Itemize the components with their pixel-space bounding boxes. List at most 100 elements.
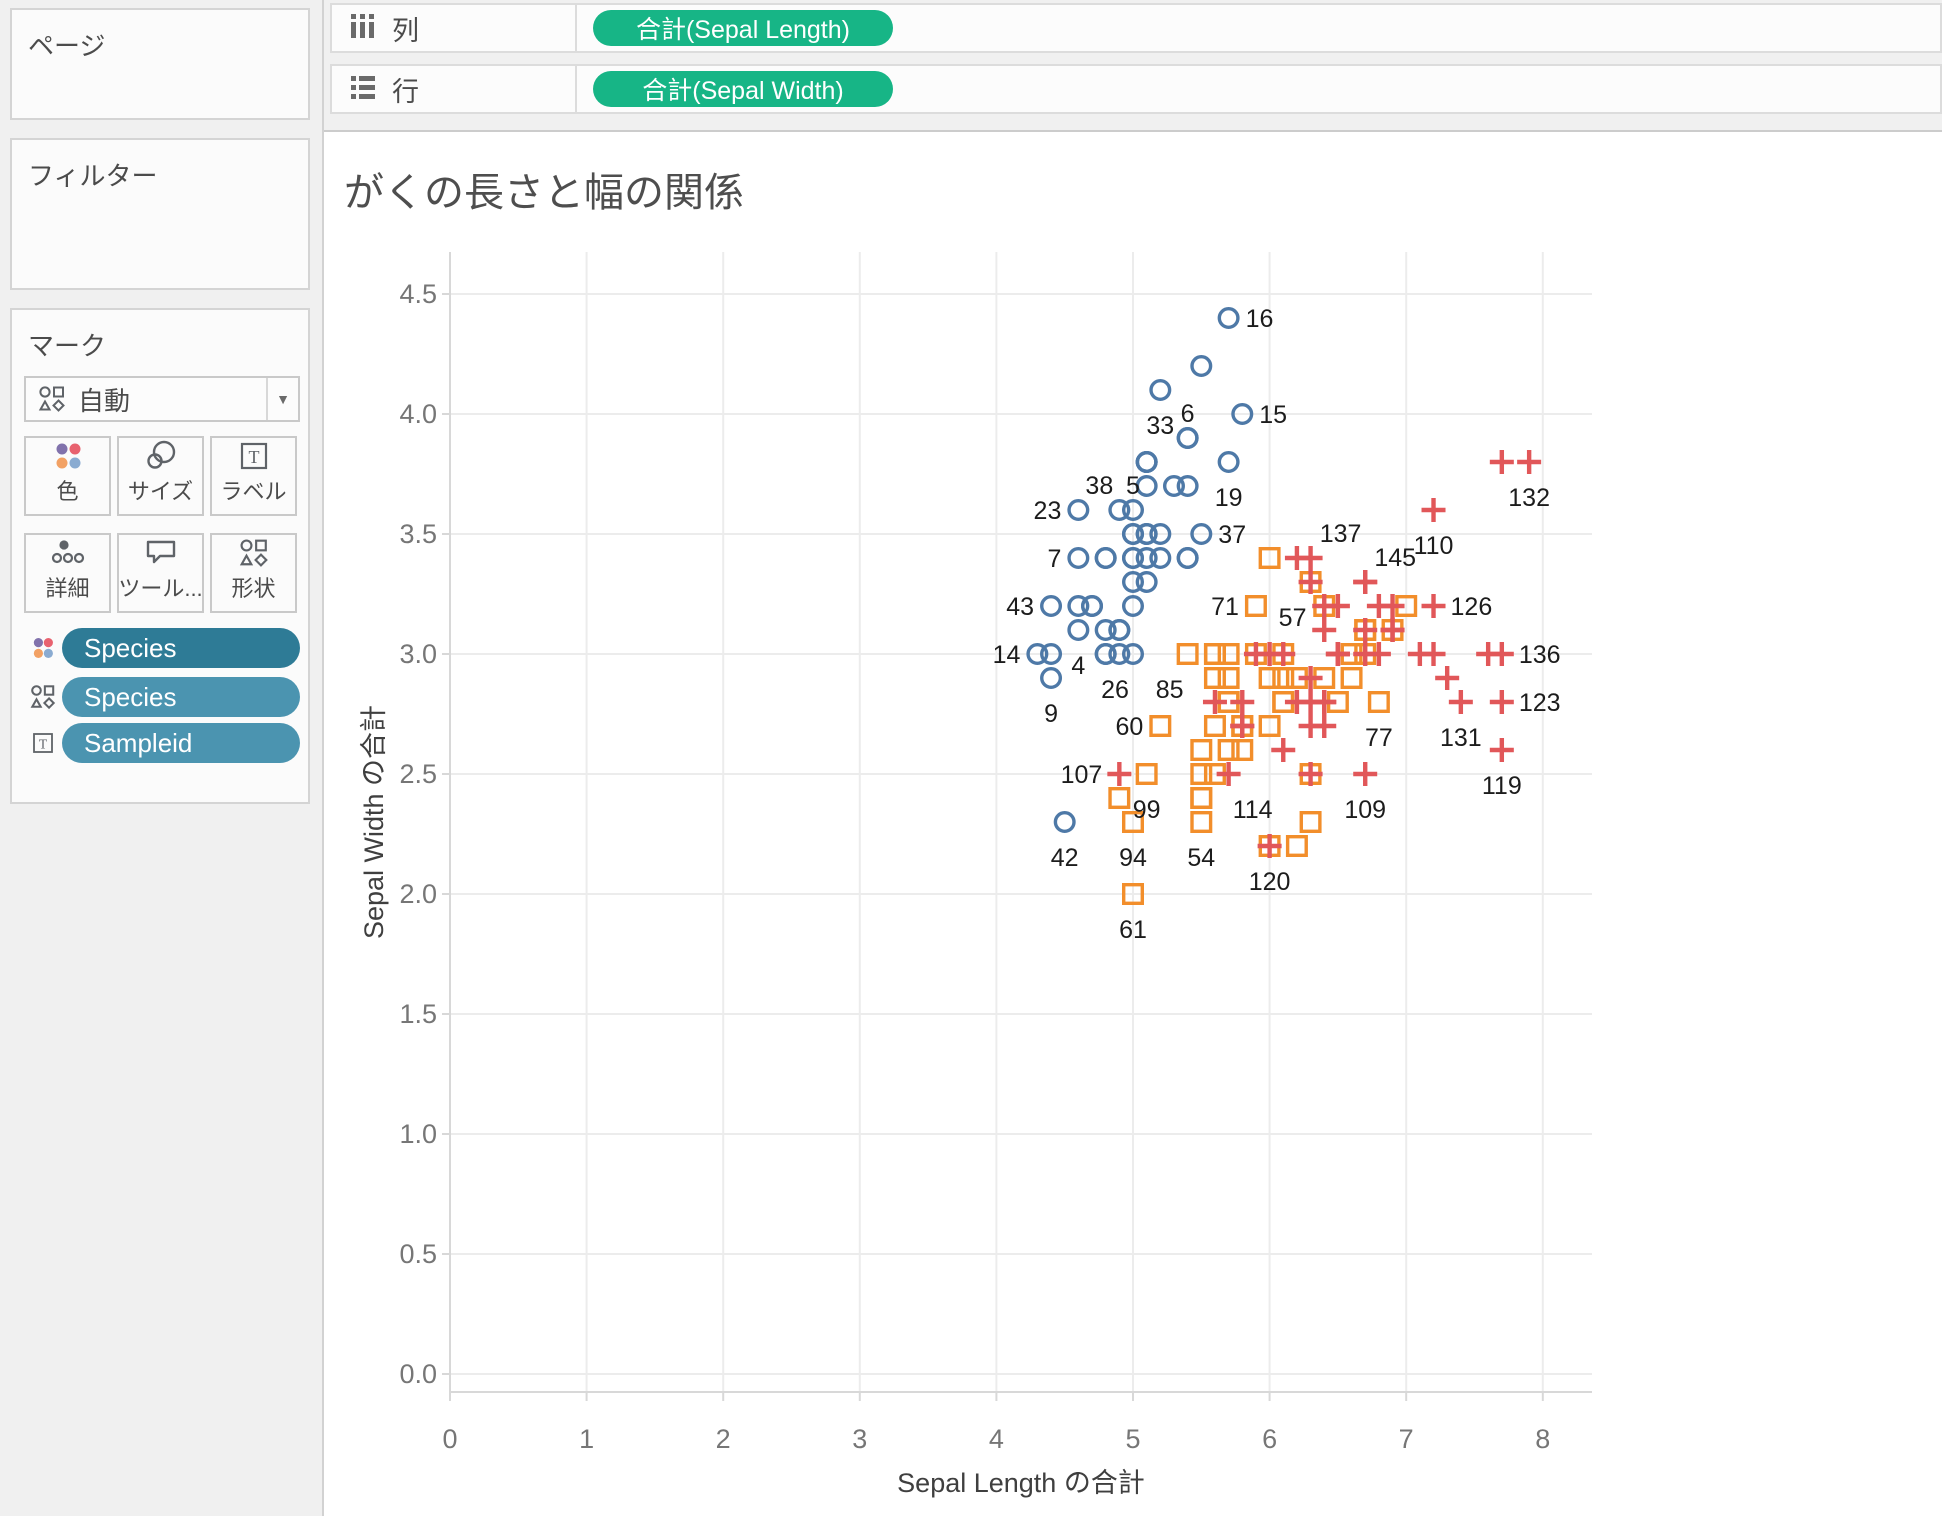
- scatter-mark-134[interactable]: [1298, 690, 1323, 714]
- scatter-mark-36[interactable]: [1121, 595, 1144, 618]
- scatter-mark-44[interactable]: [1121, 523, 1144, 546]
- scatter-mark-116[interactable]: [1312, 594, 1337, 618]
- color-button[interactable]: 色: [24, 436, 111, 516]
- scatter-mark-5[interactable]: [1121, 499, 1144, 522]
- scatter-mark-88[interactable]: [1299, 811, 1322, 834]
- scatter-mark-119[interactable]: [1489, 738, 1514, 762]
- scatter-mark-126[interactable]: [1421, 594, 1446, 618]
- scatter-mark-80[interactable]: [1217, 739, 1240, 762]
- scatter-mark-82[interactable]: [1190, 787, 1213, 810]
- scatter-mark-110[interactable]: [1421, 498, 1446, 522]
- color-icon[interactable]: [24, 635, 62, 661]
- scatter-mark-37[interactable]: [1190, 523, 1213, 546]
- scatter-mark-114[interactable]: [1216, 762, 1241, 786]
- scatter-mark-84[interactable]: [1258, 715, 1281, 738]
- scatter-mark-108[interactable]: [1435, 666, 1460, 690]
- rows-shelf[interactable]: 行 合計(Sepal Width): [330, 64, 1942, 114]
- filters-shelf-card[interactable]: フィルター: [10, 138, 310, 290]
- scatter-mark-150[interactable]: [1243, 642, 1268, 666]
- scatter-mark-16[interactable]: [1217, 307, 1240, 330]
- scatter-mark-26[interactable]: [1121, 643, 1144, 666]
- scatter-mark-48[interactable]: [1067, 595, 1090, 618]
- pages-shelf-card[interactable]: ページ: [10, 8, 310, 120]
- tooltip-button[interactable]: ツール...: [117, 533, 204, 613]
- scatter-mark-96[interactable]: [1217, 643, 1240, 666]
- scatter-mark-145[interactable]: [1353, 570, 1378, 594]
- scatter-mark-9[interactable]: [1040, 667, 1063, 690]
- scatter-mark-146[interactable]: [1353, 642, 1378, 666]
- scatter-mark-107[interactable]: [1107, 762, 1132, 786]
- scatter-mark-142[interactable]: [1380, 618, 1405, 642]
- scatter-mark-54[interactable]: [1190, 811, 1213, 834]
- scatter-mark-28[interactable]: [1149, 523, 1172, 546]
- shape-button[interactable]: 形状: [210, 533, 297, 613]
- scatter-mark-65[interactable]: [1203, 667, 1226, 690]
- scatter-mark-120[interactable]: [1257, 834, 1282, 858]
- scatter-mark-11[interactable]: [1176, 475, 1199, 498]
- scatter-mark-86[interactable]: [1258, 547, 1281, 570]
- scatter-mark-141[interactable]: [1353, 618, 1378, 642]
- scatter-mark-101[interactable]: [1298, 570, 1323, 594]
- scatter-mark-143[interactable]: [1230, 714, 1255, 738]
- scatter-mark-38[interactable]: [1108, 499, 1131, 522]
- scatter-mark-32[interactable]: [1176, 547, 1199, 570]
- columns-pill[interactable]: 合計(Sepal Length): [593, 10, 893, 46]
- scatter-mark-4[interactable]: [1067, 619, 1090, 642]
- scatter-mark-138[interactable]: [1312, 618, 1337, 642]
- scatter-mark-95[interactable]: [1203, 715, 1226, 738]
- chevron-down-icon[interactable]: ▼: [266, 378, 298, 420]
- scatter-mark-15[interactable]: [1231, 403, 1254, 426]
- scatter-mark-7[interactable]: [1067, 547, 1090, 570]
- scatter-mark-124[interactable]: [1298, 714, 1323, 738]
- scatter-mark-23[interactable]: [1067, 499, 1090, 522]
- scatter-mark-148[interactable]: [1325, 642, 1350, 666]
- detail-button[interactable]: 詳細: [24, 533, 111, 613]
- scatter-mark-27[interactable]: [1121, 547, 1144, 570]
- scatter-mark-136[interactable]: [1489, 642, 1514, 666]
- scatter-mark-93[interactable]: [1231, 739, 1254, 762]
- scatter-mark-40[interactable]: [1135, 547, 1158, 570]
- scatter-mark-14[interactable]: [1026, 643, 1049, 666]
- scatter-mark-149[interactable]: [1284, 546, 1309, 570]
- size-button[interactable]: サイズ: [117, 436, 204, 516]
- scatter-mark-46[interactable]: [1094, 643, 1117, 666]
- scatter-mark-42[interactable]: [1053, 811, 1076, 834]
- scatter-mark-104[interactable]: [1298, 666, 1323, 690]
- scatter-mark-43[interactable]: [1040, 595, 1063, 618]
- shapes-icon[interactable]: [24, 684, 62, 710]
- scatter-mark-135[interactable]: [1271, 738, 1296, 762]
- scatter-mark-50[interactable]: [1121, 571, 1144, 594]
- scatter-mark-77[interactable]: [1367, 691, 1390, 714]
- scatter-mark-19[interactable]: [1217, 451, 1240, 474]
- scatter-mark-71[interactable]: [1244, 595, 1267, 618]
- scatter-mark-109[interactable]: [1353, 762, 1378, 786]
- scatter-mark-130[interactable]: [1421, 642, 1446, 666]
- scatter-mark-47[interactable]: [1135, 451, 1158, 474]
- scatter-mark-123[interactable]: [1489, 690, 1514, 714]
- scatter-mark-34[interactable]: [1190, 355, 1213, 378]
- text-icon[interactable]: T: [24, 731, 62, 755]
- scatter-mark-33[interactable]: [1149, 379, 1172, 402]
- scatter-mark-115[interactable]: [1230, 690, 1255, 714]
- label-button[interactable]: T ラベル: [210, 436, 297, 516]
- scatter-mark-18[interactable]: [1135, 523, 1158, 546]
- scatter-mark-59[interactable]: [1340, 667, 1363, 690]
- rows-pill[interactable]: 合計(Sepal Width): [593, 71, 893, 107]
- scatter-mark-99[interactable]: [1135, 763, 1158, 786]
- species-color-pill[interactable]: Species: [62, 628, 300, 668]
- scatter-mark-131[interactable]: [1448, 690, 1473, 714]
- scatter-mark-79[interactable]: [1258, 667, 1281, 690]
- scatter-mark-118[interactable]: [1489, 450, 1514, 474]
- scatter-mark-89[interactable]: [1203, 643, 1226, 666]
- species-shape-pill[interactable]: Species: [62, 677, 300, 717]
- scatter-mark-61[interactable]: [1121, 883, 1144, 906]
- scatter-mark-24[interactable]: [1135, 571, 1158, 594]
- scatter-mark-144[interactable]: [1366, 594, 1391, 618]
- scatter-mark-85[interactable]: [1176, 643, 1199, 666]
- scatter-mark-49[interactable]: [1162, 475, 1185, 498]
- scatter-mark-17[interactable]: [1176, 427, 1199, 450]
- scatter-mark-132[interactable]: [1517, 450, 1542, 474]
- sampleid-text-pill[interactable]: Sampleid: [62, 723, 300, 763]
- scatter-mark-29[interactable]: [1149, 547, 1172, 570]
- scatter-mark-39[interactable]: [1040, 643, 1063, 666]
